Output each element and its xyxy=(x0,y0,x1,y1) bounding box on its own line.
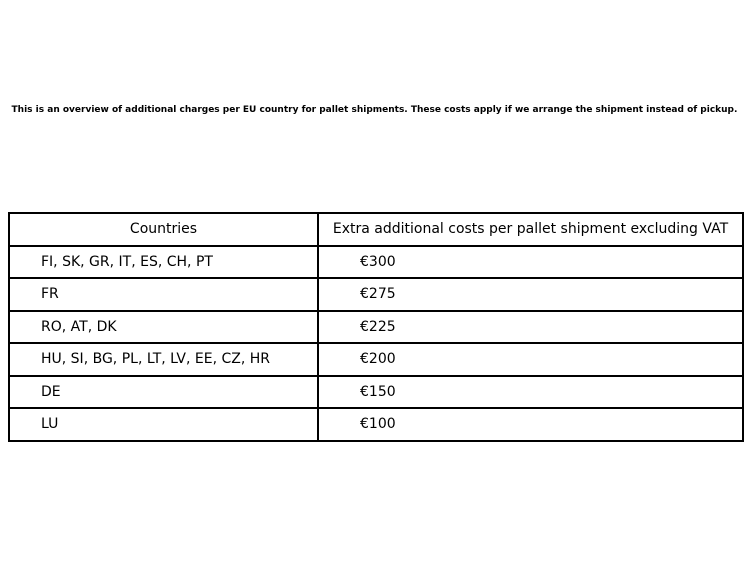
column-header-costs: Extra additional costs per pallet shipme… xyxy=(317,212,744,247)
countries-cell: FI, SK, GR, IT, ES, CH, PT xyxy=(8,244,319,279)
table-row: RO, AT, DK €225 xyxy=(8,309,744,344)
column-header-countries: Countries xyxy=(8,212,319,247)
cost-cell: €200 xyxy=(317,342,744,377)
charges-table: Countries Extra additional costs per pal… xyxy=(8,212,744,442)
table-row: LU €100 xyxy=(8,407,744,442)
countries-cell: HU, SI, BG, PL, LT, LV, EE, CZ, HR xyxy=(8,342,319,377)
cost-cell: €100 xyxy=(317,407,744,442)
table-row: HU, SI, BG, PL, LT, LV, EE, CZ, HR €200 xyxy=(8,342,744,377)
cost-cell: €150 xyxy=(317,374,744,409)
table-row: FI, SK, GR, IT, ES, CH, PT €300 xyxy=(8,244,744,279)
table-row: DE €150 xyxy=(8,374,744,409)
countries-cell: FR xyxy=(8,277,319,312)
cost-cell: €225 xyxy=(317,309,744,344)
cost-cell: €300 xyxy=(317,244,744,279)
intro-text: This is an overview of additional charge… xyxy=(11,105,738,115)
countries-cell: DE xyxy=(8,374,319,409)
cost-cell: €275 xyxy=(317,277,744,312)
table-header-row: Countries Extra additional costs per pal… xyxy=(8,212,744,247)
charges-table-body: FI, SK, GR, IT, ES, CH, PT €300 FR €275 RO, … xyxy=(8,244,744,442)
table-row: FR €275 xyxy=(8,277,744,312)
countries-cell: RO, AT, DK xyxy=(8,309,319,344)
countries-cell: LU xyxy=(8,407,319,442)
